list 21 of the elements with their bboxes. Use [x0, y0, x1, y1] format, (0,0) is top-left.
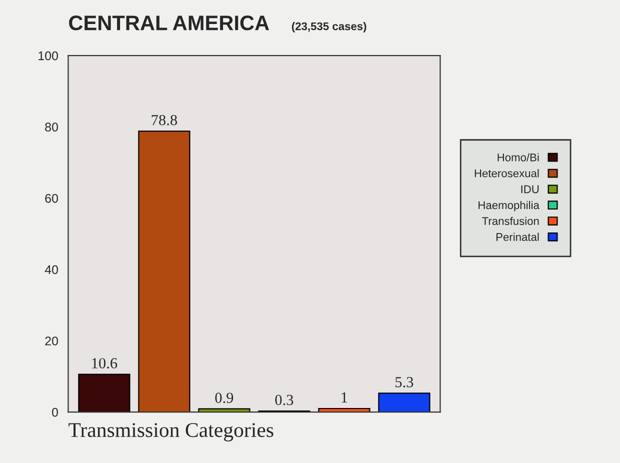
chart-subtitle: (23,535 cases): [292, 22, 366, 32]
y-tick-label: 100: [38, 51, 58, 60]
data-label: 5.3: [396, 377, 414, 388]
legend-label: IDU: [521, 185, 539, 194]
data-label: 0.9: [215, 392, 234, 404]
chart-title: CENTRAL AMERICA: [69, 16, 270, 30]
data-label: 1: [342, 392, 348, 402]
y-tick-label: 40: [44, 265, 58, 274]
x-axis-title: Transmission Categories: [68, 423, 274, 442]
legend-label: Haemophilia: [478, 200, 540, 212]
legend-label: Perinatal: [496, 232, 539, 241]
data-label: 78.8: [152, 114, 177, 126]
data-label: 0.3: [275, 394, 294, 406]
legend-label: Homo/Bi: [498, 153, 539, 162]
legend-label: Transfusion: [482, 216, 539, 226]
data-label: 10.6: [92, 358, 118, 368]
y-tick-label: 60: [45, 194, 58, 203]
y-tick-label: 20: [45, 336, 58, 346]
y-tick-label: 80: [45, 122, 58, 132]
y-tick-label: 0: [52, 408, 58, 417]
legend-label: Heterosexual: [474, 169, 539, 178]
